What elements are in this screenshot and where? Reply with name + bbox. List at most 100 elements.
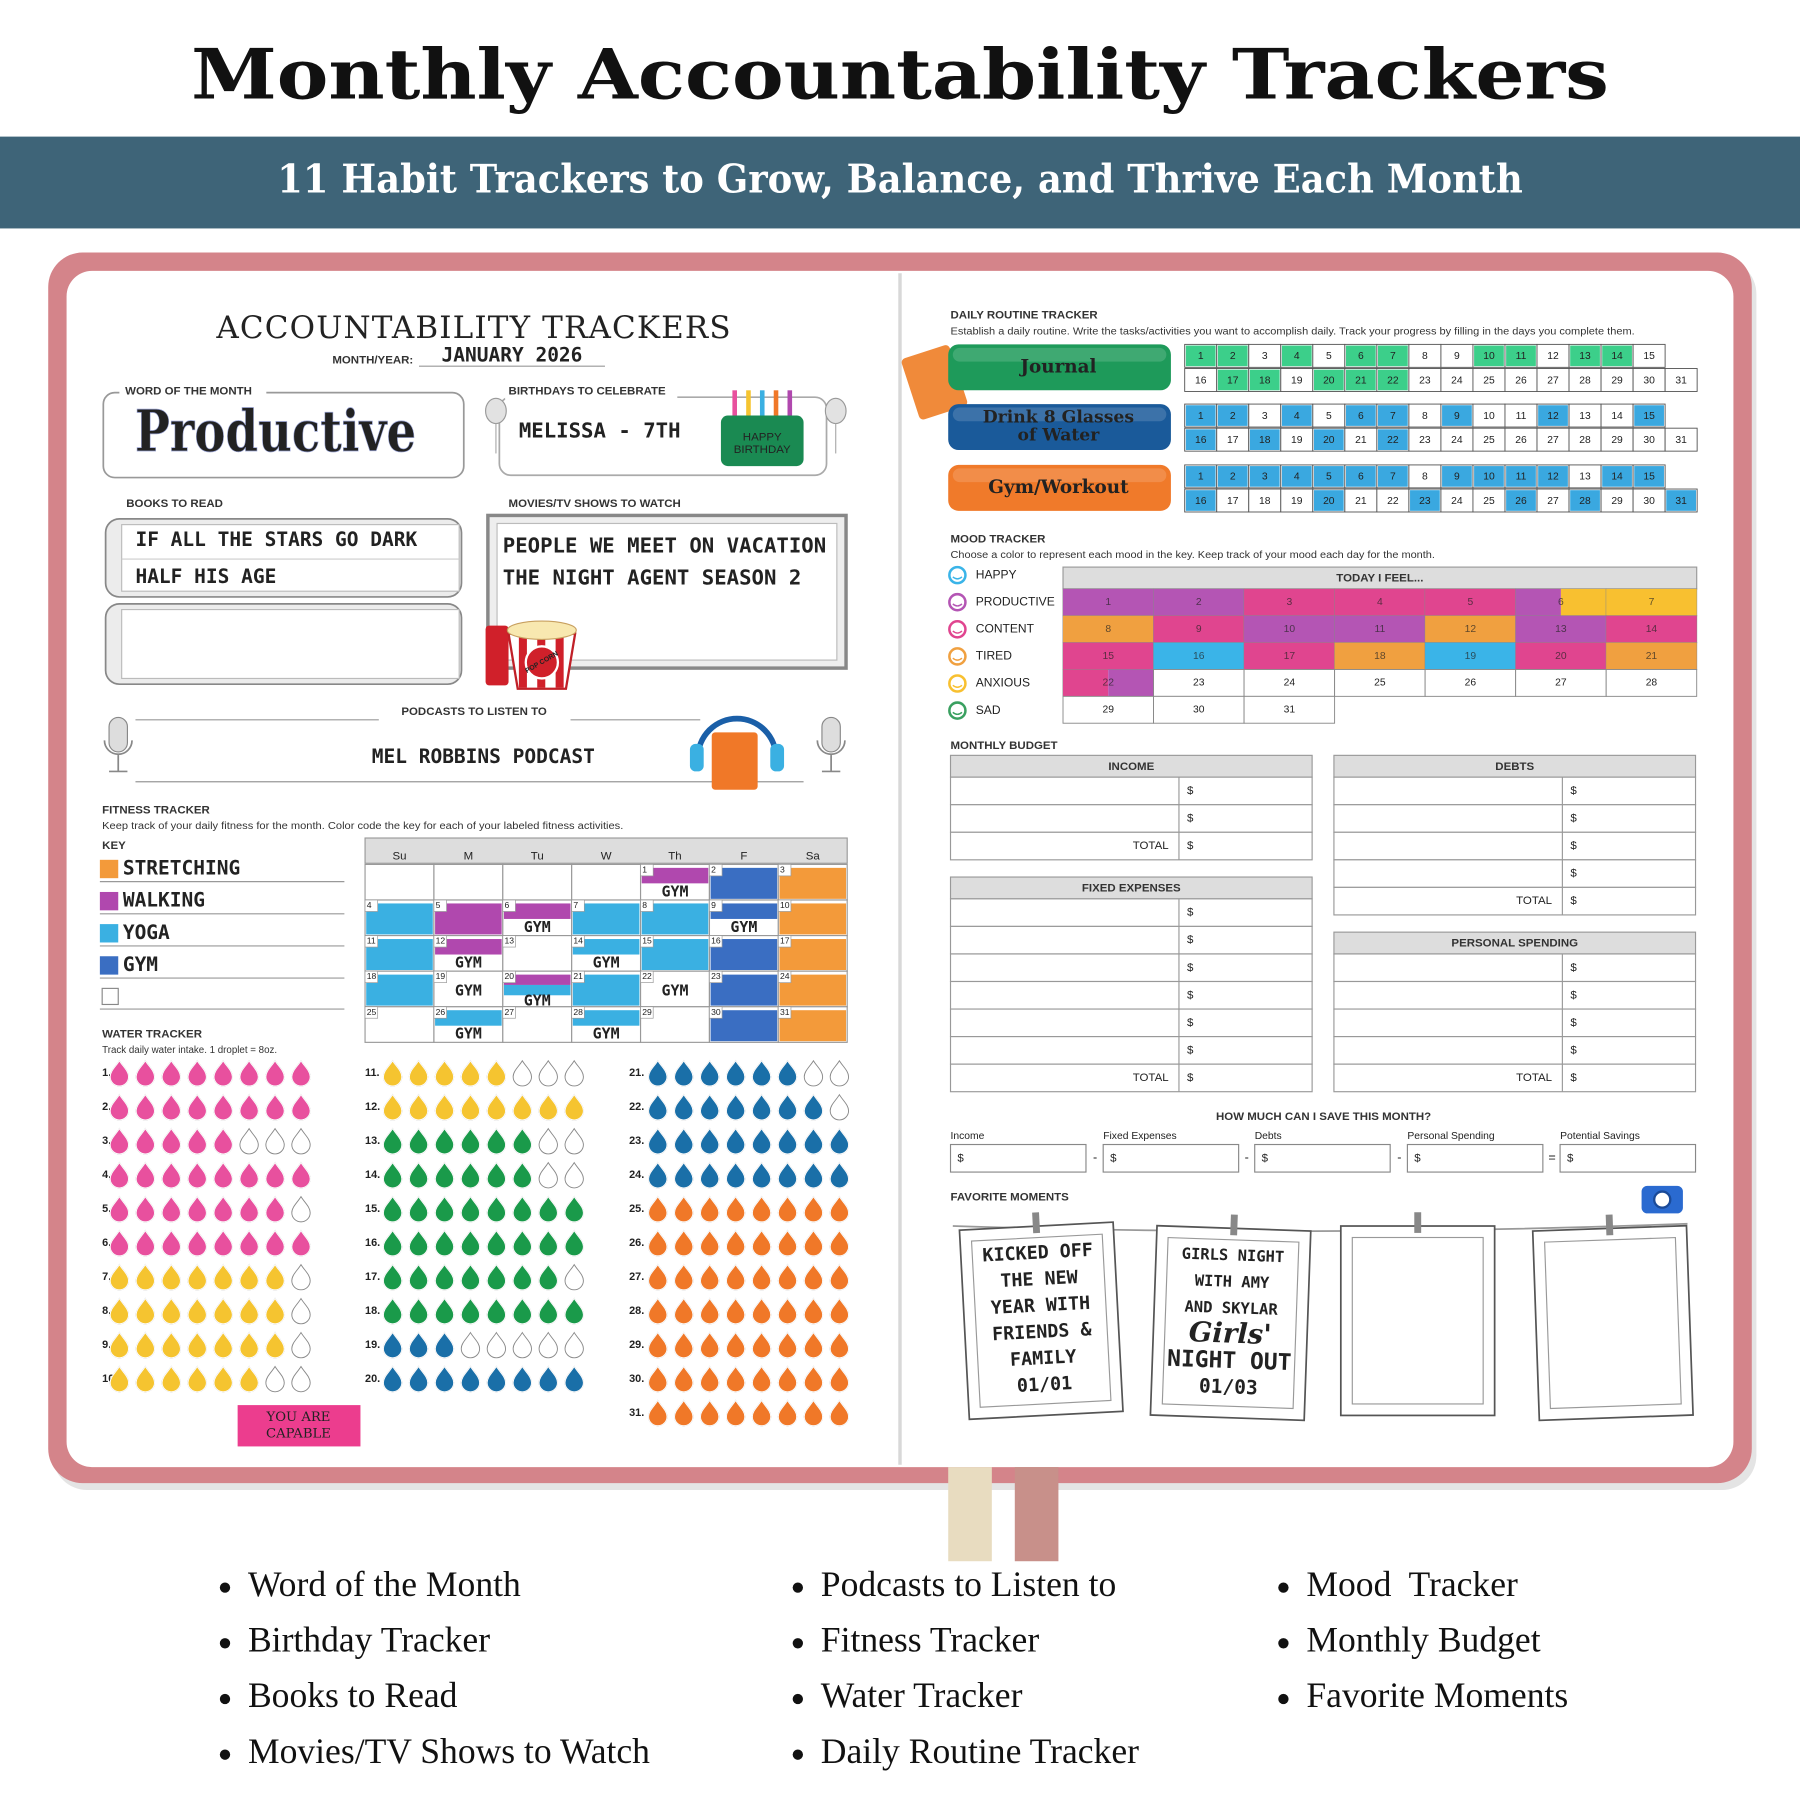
day-number-box (709, 899, 723, 912)
droplets-filled (382, 1297, 584, 1325)
droplet (135, 1331, 155, 1359)
droplet (700, 1263, 720, 1291)
day-number: 24 (780, 971, 790, 981)
mood-description: Choose a color to represent each mood in… (951, 550, 1435, 561)
bullet (792, 1693, 803, 1705)
droplet (674, 1263, 694, 1291)
water-day: 8. (102, 1305, 111, 1317)
routine-day: 18 (1259, 435, 1271, 446)
droplet (239, 1297, 259, 1325)
mood-fill (1425, 588, 1516, 616)
routine-day: 4 (1294, 411, 1300, 422)
routine-day: 14 (1611, 472, 1623, 483)
ribbon (1014, 1467, 1059, 1562)
droplet (161, 1365, 181, 1393)
bullet (792, 1749, 803, 1760)
currency: $ (1570, 1072, 1577, 1084)
badge (237, 1405, 361, 1447)
mood-header-text: TODAY I FEEL... (1336, 573, 1423, 585)
day-number-box (777, 935, 792, 948)
routine-day: 25 (1483, 496, 1495, 507)
droplets-filled (382, 1331, 455, 1359)
droplet (751, 1399, 772, 1427)
droplet (751, 1093, 772, 1121)
routine-day: 19 (1291, 375, 1303, 386)
day-number-box (640, 1006, 654, 1019)
droplet-outline (564, 1161, 584, 1189)
day-number-box (571, 1006, 585, 1019)
droplet (777, 1399, 798, 1427)
currency: $ (1187, 989, 1194, 1001)
routine-day: 6 (1358, 411, 1364, 422)
routine-done (1410, 490, 1440, 511)
routine-done (1602, 345, 1632, 367)
day-number: 4 (367, 900, 372, 910)
photo-caption: FRIENDS & (992, 1319, 1093, 1345)
soda-cup (485, 625, 509, 686)
mood-smile (952, 657, 963, 661)
routine-done (1313, 490, 1344, 511)
droplet (434, 1331, 455, 1359)
mood-day: 18 (1374, 651, 1386, 662)
droplet (135, 1263, 155, 1291)
clothespin (1230, 1214, 1238, 1236)
droplet (674, 1365, 694, 1393)
mood-fill (1153, 642, 1245, 670)
routine-day: 1 (1198, 472, 1204, 483)
routine-day: 8 (1422, 411, 1428, 422)
droplet (803, 1331, 824, 1359)
mood-day: 3 (1286, 597, 1292, 608)
droplet (187, 1263, 207, 1291)
droplet (109, 1195, 130, 1223)
routine-day: 19 (1291, 496, 1303, 507)
budget-row (1333, 1063, 1697, 1093)
activity-band (710, 903, 778, 919)
droplet (187, 1059, 207, 1087)
badge-text: YOU ARE (266, 1410, 331, 1425)
podcasts-label: PODCASTS TO LISTEN TO (401, 706, 547, 718)
droplet (382, 1365, 403, 1393)
routine-done (1313, 369, 1344, 391)
budget-row (1333, 1008, 1697, 1038)
photo-caption: THE NEW (1000, 1267, 1079, 1292)
droplets-filled (648, 1127, 850, 1155)
day-number: 12 (436, 936, 446, 946)
droplet-outline (564, 1263, 584, 1291)
routine-day: 18 (1259, 496, 1271, 507)
routine-done (1217, 369, 1248, 391)
water-day: 9. (102, 1339, 111, 1351)
droplets-filled (648, 1365, 850, 1393)
day-number-box (502, 935, 516, 948)
key-name: GYM (123, 953, 158, 976)
habit-name: of Water (1018, 426, 1101, 446)
droplet (674, 1229, 694, 1257)
droplet (187, 1093, 207, 1121)
day-number: 5 (436, 900, 441, 910)
droplet (512, 1161, 532, 1189)
droplet (512, 1365, 532, 1393)
droplets-filled (109, 1127, 233, 1155)
routine-done (1602, 466, 1632, 487)
budget-row (1333, 1036, 1697, 1065)
droplet (187, 1229, 207, 1257)
currency: $ (1570, 895, 1577, 907)
habit-banner (948, 344, 1171, 391)
bullet (219, 1749, 231, 1760)
water-day: 6. (102, 1237, 111, 1249)
calendar-cell (502, 1006, 573, 1043)
day-number: 16 (711, 936, 721, 946)
day-number-box (502, 1006, 516, 1019)
routine-done (1474, 466, 1504, 487)
routine-day: 6 (1358, 472, 1364, 483)
budget-row (949, 980, 1313, 1010)
day-number: 21 (573, 971, 583, 981)
budget-section: INCOME (1108, 761, 1154, 773)
routine-done (1281, 345, 1312, 367)
mood-day: 31 (1284, 705, 1296, 716)
droplet (161, 1331, 181, 1359)
day-number-box (777, 899, 792, 912)
day-number-box (709, 935, 723, 948)
mic-stand (816, 740, 846, 773)
droplet (564, 1297, 584, 1325)
